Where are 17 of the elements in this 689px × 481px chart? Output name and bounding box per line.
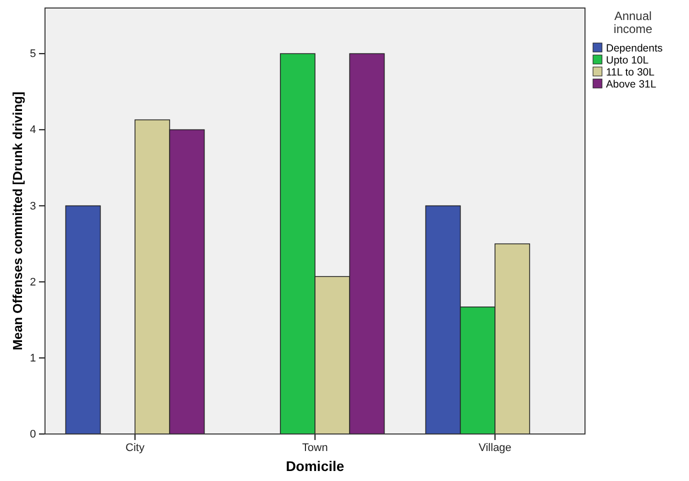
y-tick-label: 5 <box>30 48 36 60</box>
legend-label: 11L to 30L <box>606 66 655 78</box>
legend-label: Above 31L <box>606 78 656 90</box>
y-tick-label: 1 <box>30 352 36 364</box>
y-axis-title: Mean Offenses committed [Drunk driving] <box>10 92 25 350</box>
bar <box>65 205 101 434</box>
y-tick-label: 3 <box>30 200 36 212</box>
legend-label: Dependents <box>606 42 663 54</box>
x-tick-label: City <box>126 442 145 454</box>
y-tick-label: 2 <box>30 276 36 288</box>
x-axis-title: Domicile <box>286 458 344 474</box>
x-tick-label: Village <box>478 442 512 454</box>
x-tick-label: Town <box>302 442 328 454</box>
y-tick-label: 4 <box>30 124 36 136</box>
legend-title: Annual income <box>614 9 653 36</box>
legend-label: Upto 10L <box>606 54 649 66</box>
y-tick-label: 0 <box>30 428 36 441</box>
